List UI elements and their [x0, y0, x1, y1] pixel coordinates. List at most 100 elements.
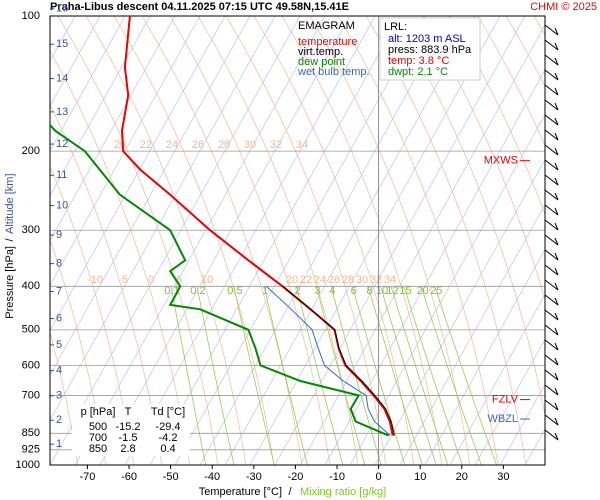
wind-barb: [544, 204, 559, 216]
wind-barb: [554, 87, 559, 96]
wind-barb: [554, 162, 559, 171]
mixing-ratio-label: 8: [366, 285, 372, 297]
wind-barb: [554, 72, 559, 81]
adiabat: [309, 16, 471, 465]
adiabat: [169, 16, 331, 465]
legend-entry: virt.temp.: [298, 46, 343, 58]
wind-barb: [544, 324, 559, 336]
isotherm: [74, 16, 326, 465]
theta-label: 20: [114, 139, 126, 151]
table-header: Td [°C]: [151, 406, 185, 418]
legend-entry: dew point: [298, 56, 345, 68]
isotherm: [249, 16, 501, 465]
wind-barb: [554, 312, 559, 321]
isotherm: [99, 16, 351, 465]
adiabat: [50, 50, 191, 465]
level-label: WBZL: [487, 413, 518, 425]
altitude-label: 9: [56, 229, 62, 241]
wind-barb: [554, 282, 559, 291]
wind-barb: [544, 309, 559, 321]
y-tick-label: 100: [22, 10, 40, 22]
mixing-ratio-label: 12: [386, 285, 398, 297]
wind-barb: [554, 402, 559, 411]
wind-barb: [544, 54, 559, 66]
x-tick-label: -30: [246, 471, 262, 483]
altitude-label: 16: [56, 3, 68, 15]
wind-barb: [544, 354, 559, 366]
wind-barb: [544, 99, 559, 111]
wind-barb: [554, 297, 559, 306]
theta-label: 26: [328, 274, 340, 286]
diagram-label: EMAGRAM: [298, 20, 355, 32]
wind-barb: [554, 342, 559, 351]
wind-barb: [554, 417, 559, 426]
wind-barb: [544, 279, 559, 291]
altitude-label: 7: [56, 285, 62, 297]
theta-label: 28: [342, 274, 354, 286]
wind-barb: [544, 69, 559, 81]
legend-entry: wet bulb temp.: [297, 66, 370, 78]
wind-barb: [544, 339, 559, 351]
legend-entry: temperature: [298, 36, 357, 48]
theta-label: 22: [140, 139, 152, 151]
y-tick-label: 925: [22, 444, 40, 456]
wind-barb: [554, 102, 559, 111]
isotherm: [50, 16, 176, 242]
altitude-label: 6: [56, 312, 62, 324]
theta-label: 22: [300, 274, 312, 286]
table-cell: -15.2: [115, 421, 140, 433]
wind-barb: [544, 129, 559, 141]
adiabat: [141, 16, 303, 465]
isotherm: [349, 113, 545, 465]
altitude-label: 2: [56, 414, 62, 426]
adiabat: [477, 16, 545, 147]
table-box: [72, 404, 190, 456]
wind-barb: [544, 24, 559, 36]
wind-barb: [554, 192, 559, 201]
altitude-label: 12: [56, 138, 68, 150]
x-tick-label: 0: [376, 471, 382, 483]
wind-barb: [544, 84, 559, 96]
mixing-ratio-label: 20: [417, 285, 429, 297]
theta-label: 10: [201, 274, 213, 286]
isotherm: [224, 16, 476, 465]
credit: CHMI © 2025: [530, 1, 597, 13]
lrl-line: temp: 3.8 °C: [388, 55, 449, 67]
y-tick-label: 700: [22, 389, 40, 401]
adiabat: [197, 16, 359, 465]
wind-barb: [554, 132, 559, 141]
adiabat: [281, 16, 443, 465]
profile-line: [50, 123, 389, 437]
y-tick-label: 1000: [16, 459, 40, 471]
wind-barb: [544, 384, 559, 396]
adiabat: [225, 16, 387, 465]
isotherm: [449, 293, 545, 465]
wind-barb: [554, 327, 559, 336]
altitude-label: 5: [56, 339, 62, 351]
wind-barb: [554, 357, 559, 366]
table-cell: 850: [89, 443, 107, 455]
level-label: MXWS: [484, 155, 518, 167]
wind-barb: [544, 39, 559, 51]
wind-barb: [544, 114, 559, 126]
theta-label: 30: [356, 274, 368, 286]
table-cell: -1.5: [119, 432, 138, 444]
level-label: FZLV: [492, 393, 519, 405]
profile-line: [265, 285, 391, 436]
wind-barb: [554, 147, 559, 156]
x-tick-label: -20: [287, 471, 303, 483]
chart-title: Praha-Libus descent 04.11.2025 07:15 UTC…: [50, 1, 349, 13]
x-tick-label: 30: [497, 471, 509, 483]
wind-barb: [554, 222, 559, 231]
x-tick-label: -70: [79, 471, 95, 483]
wind-barb: [554, 372, 559, 381]
mixing-ratio-label: 3: [315, 285, 321, 297]
isotherm: [50, 16, 151, 197]
altitude-label: 10: [56, 199, 68, 211]
adiabat: [57, 16, 219, 465]
theta-label: 34: [296, 139, 308, 151]
theta-label: 32: [270, 139, 282, 151]
wind-barb: [544, 159, 559, 171]
y-tick-label: 600: [22, 359, 40, 371]
